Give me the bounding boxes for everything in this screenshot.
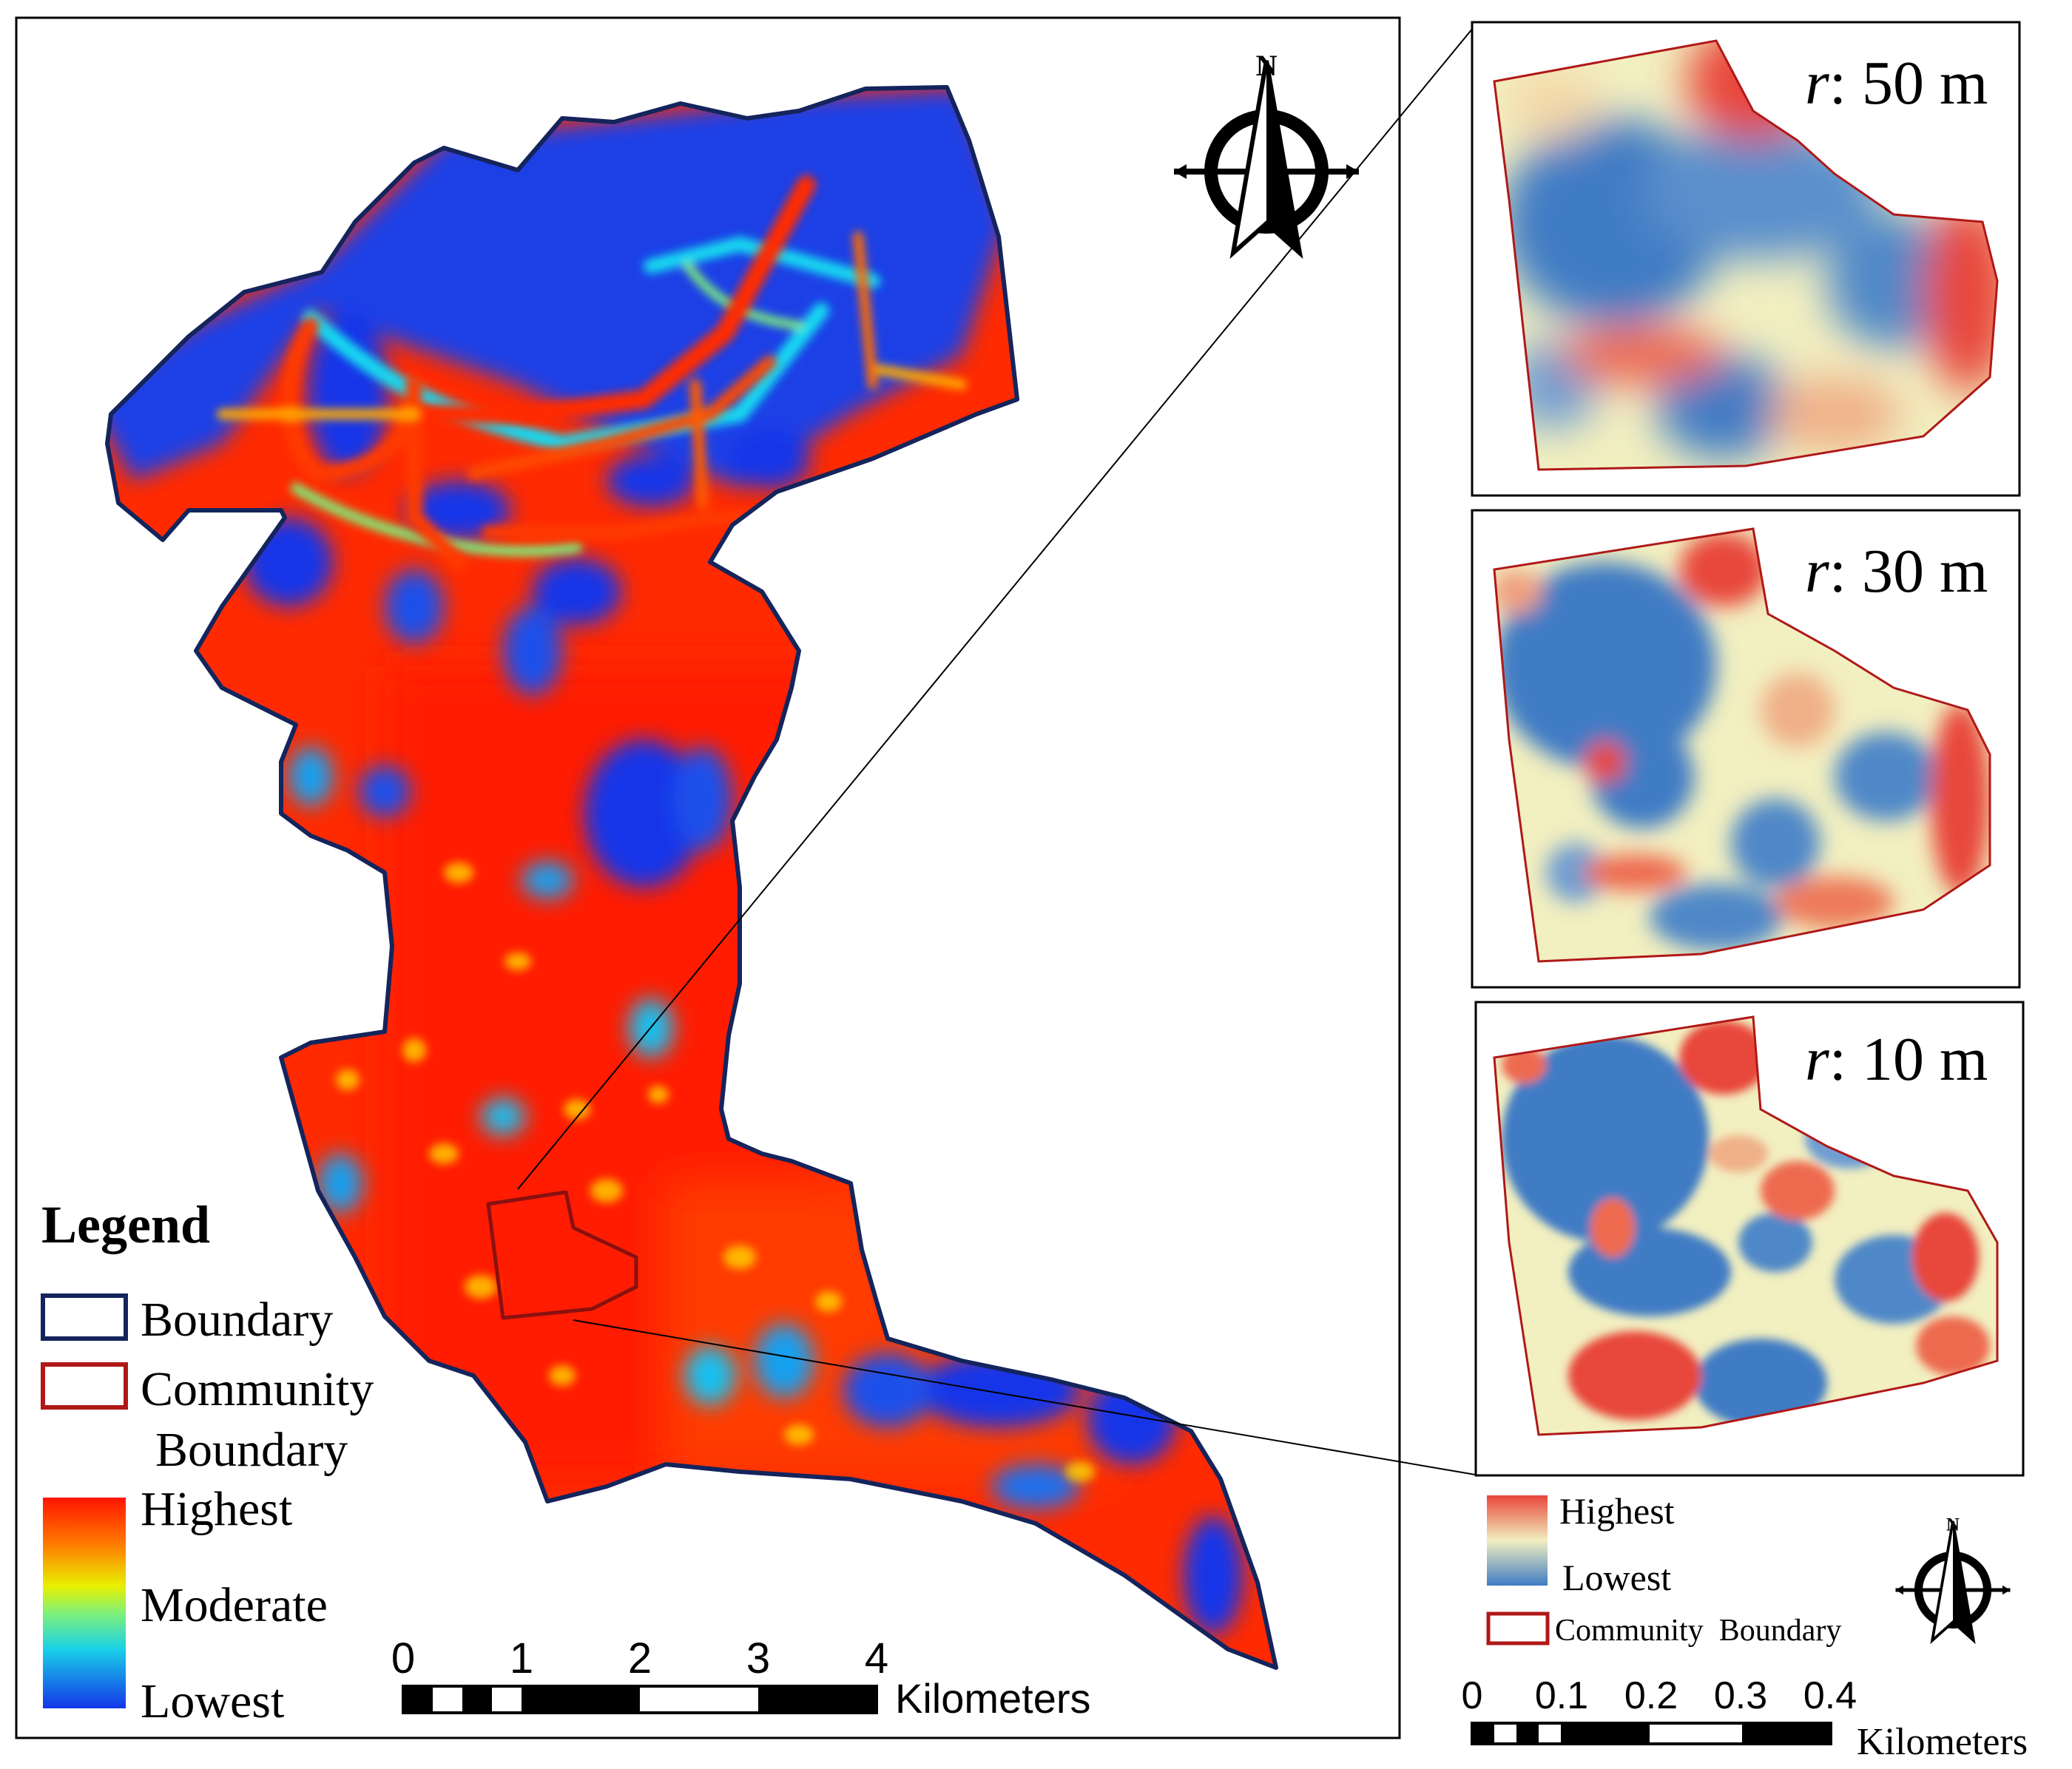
inset-scale-bar-unit: Kilometers: [1857, 1721, 2028, 1763]
inset-r30-value: : 30 m: [1829, 537, 1988, 606]
inset-r50-r: r: [1805, 49, 1829, 118]
svg-text:r: 30 m: r: 30 m: [1805, 537, 1988, 606]
zoom-connector-upper: [517, 23, 1477, 1190]
inset-scale-bar: 0 0.1 0.2 0.3 0.4 Kilometers: [1462, 1674, 2028, 1763]
svg-text:r: 10 m: r: 10 m: [1805, 1025, 1988, 1094]
inset-scale-bar-tick-0: 0: [1462, 1674, 1483, 1717]
inset-scale-bar-ticks: 0 0.1 0.2 0.3 0.4: [1462, 1674, 1857, 1717]
inset-legend-highest: Highest: [1559, 1490, 1675, 1532]
inset-scale-bar-tick-2: 0.2: [1624, 1674, 1678, 1717]
scale-bar-tick-2: 2: [628, 1634, 652, 1682]
legend-community-label: Community: [141, 1362, 374, 1416]
scale-bar-unit: Kilometers: [895, 1675, 1091, 1722]
inset-legend-lowest: Lowest: [1562, 1557, 1671, 1598]
inset-r30: r: 30 m: [1471, 509, 2021, 989]
legend-boundary-label: Boundary: [141, 1293, 333, 1347]
inset-r10: r: 10 m: [1474, 1001, 2025, 1477]
inset-r50: r: 50 m: [1471, 21, 2021, 497]
inset-r30-r: r: [1805, 537, 1829, 606]
scale-bar-ticks: 0 1 2 3 4: [391, 1634, 888, 1682]
scale-bar: 0 1 2 3 4 Kilometers: [391, 1634, 1091, 1722]
inset-r50-value: : 50 m: [1829, 49, 1988, 118]
community-boundary-outline: [486, 1190, 638, 1320]
study-area-boundary: [105, 85, 1278, 1670]
zoom-connector-lower: [573, 1319, 1480, 1476]
legend-moderate-label: Moderate: [141, 1578, 328, 1632]
main-map-frame: [15, 16, 1401, 1739]
scale-bar-tick-0: 0: [391, 1634, 415, 1682]
inset-legend-community-swatch: [1486, 1611, 1550, 1645]
low-zones: [107, 89, 1243, 1634]
svg-text:r: 50 m: r: 50 m: [1805, 49, 1988, 118]
north-letter: N: [1256, 49, 1278, 82]
scale-bar-tick-4: 4: [865, 1634, 888, 1682]
legend-community-swatch: [41, 1362, 128, 1410]
scale-bar-tick-3: 3: [746, 1634, 770, 1682]
scale-bar-tick-1: 1: [510, 1634, 533, 1682]
inset-scale-bar-tick-4: 0.4: [1803, 1674, 1857, 1717]
legend-boundary-swatch: [41, 1293, 128, 1341]
legend-lowest-label: Lowest: [141, 1674, 284, 1728]
inset-legend-ramp: [1487, 1495, 1548, 1586]
inset-north-arrow-icon: N: [1895, 1515, 2011, 1645]
inset-scale-bar-tick-1: 0.1: [1535, 1674, 1588, 1717]
inset-scale-bar-tick-3: 0.3: [1714, 1674, 1767, 1717]
inset-r10-r: r: [1805, 1025, 1829, 1094]
inset-legend: Highest Lowest Community Boundary: [1486, 1490, 1841, 1648]
legend-highest-label: Highest: [141, 1482, 292, 1536]
legend-color-ramp: [43, 1498, 126, 1708]
legend-community-label-2: Boundary: [155, 1423, 348, 1477]
inset-r10-value: : 10 m: [1829, 1025, 1988, 1094]
high-corridors: [217, 175, 967, 570]
inset-legend-community-label: Community Boundary: [1555, 1614, 1841, 1648]
legend: Legend Boundary Community Boundary Highe…: [41, 1195, 374, 1728]
north-arrow-icon: N: [1174, 49, 1359, 259]
legend-title: Legend: [41, 1195, 210, 1254]
inset-north-letter: N: [1946, 1515, 1960, 1535]
